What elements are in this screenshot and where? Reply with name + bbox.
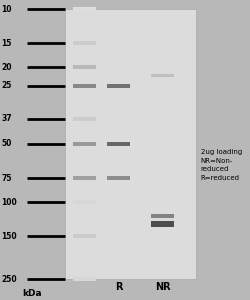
Bar [72, 234, 96, 238]
Text: 15: 15 [1, 38, 12, 47]
Bar [107, 84, 130, 88]
Bar [72, 176, 96, 180]
Bar [72, 65, 96, 69]
Bar [150, 214, 174, 218]
Text: NR: NR [154, 281, 170, 292]
Bar [72, 117, 96, 121]
Text: 150: 150 [1, 232, 17, 241]
Bar [72, 200, 96, 204]
Text: 25: 25 [1, 81, 12, 90]
Bar [72, 84, 96, 88]
Bar [72, 142, 96, 146]
Text: 2ug loading
NR=Non-
reduced
R=reduced: 2ug loading NR=Non- reduced R=reduced [200, 149, 241, 181]
Bar [150, 221, 174, 227]
Bar [72, 277, 96, 281]
Bar [72, 7, 96, 11]
Bar [72, 41, 96, 45]
Text: 100: 100 [1, 198, 17, 207]
Bar [64, 9, 195, 279]
Text: 75: 75 [1, 173, 12, 182]
Bar [150, 74, 174, 76]
Text: 20: 20 [1, 63, 12, 72]
Text: kDa: kDa [22, 290, 42, 298]
Text: R: R [114, 281, 122, 292]
Bar [107, 176, 130, 180]
Bar [107, 142, 130, 146]
Text: 250: 250 [1, 274, 17, 284]
Text: 37: 37 [1, 114, 12, 123]
Text: 50: 50 [1, 140, 12, 148]
Text: 10: 10 [1, 4, 12, 14]
